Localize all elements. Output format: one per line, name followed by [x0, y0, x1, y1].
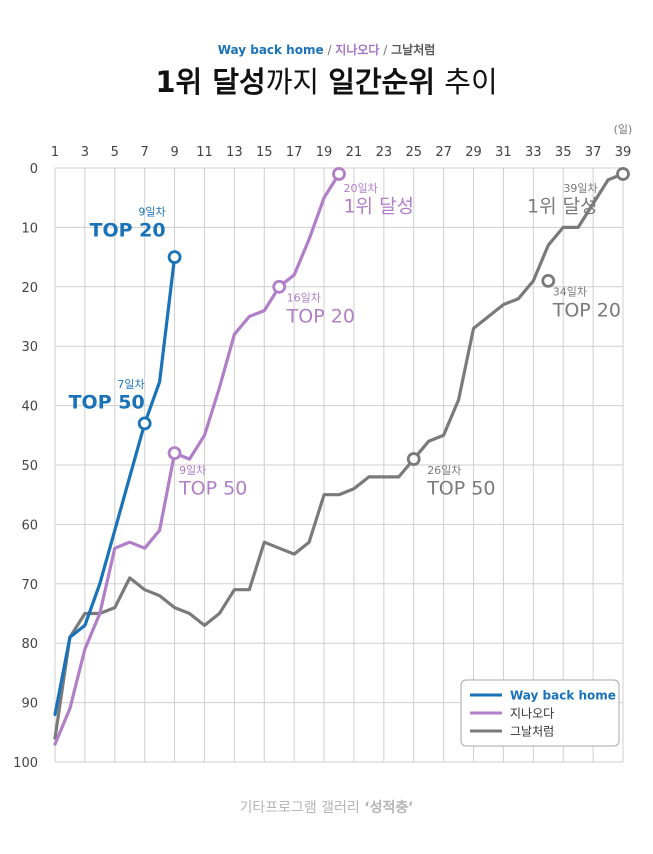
footer-emphasis: ‘성적충’ — [364, 799, 413, 816]
grid — [54, 167, 624, 763]
y-tick-label: 50 — [21, 459, 38, 474]
y-tick-label: 100 — [13, 756, 38, 771]
y-tick-label: 80 — [21, 637, 38, 652]
x-tick-label: 35 — [555, 145, 572, 160]
title-song: Way back home — [218, 43, 324, 57]
y-tick-label: 70 — [21, 578, 38, 593]
x-tick-label: 13 — [226, 145, 243, 160]
x-tick-label: 7 — [141, 145, 149, 160]
x-unit-label: (일) — [614, 122, 633, 136]
x-axis: 1 3 5 7 9 11 13 15 17 19 21 23 25 27 29 31 33 35 37 39(일) — [51, 122, 632, 160]
series-line — [53, 172, 341, 746]
annotation-label: TOP 50 — [69, 392, 145, 414]
title-part: 달성 — [212, 65, 265, 99]
annotation-label: 1위 달성 — [343, 196, 414, 218]
annotation-label: 1위 달성 — [527, 196, 598, 218]
title-part: 순위 — [382, 65, 435, 99]
x-tick-label: 25 — [405, 145, 422, 160]
series-line — [53, 255, 177, 717]
x-tick-label: 31 — [495, 145, 512, 160]
title-part: 까지 — [266, 65, 329, 99]
milestone-marker — [406, 452, 421, 466]
annotation-label: TOP 20 — [552, 300, 621, 322]
milestone-marker — [167, 446, 182, 461]
series-markers — [137, 167, 630, 466]
annotation-day: 20일차 — [343, 181, 377, 195]
y-tick-label: 30 — [21, 340, 38, 355]
annotation-day: 7일차 — [117, 377, 144, 391]
x-tick-label: 15 — [256, 145, 273, 160]
title-part: 일간 — [328, 65, 382, 99]
page-title: 1위 달성까지 일간순위 추이 — [155, 65, 497, 99]
y-tick-label: 10 — [21, 221, 38, 236]
x-tick-label: 21 — [346, 145, 363, 160]
annotation-label: TOP 50 — [178, 478, 247, 500]
title-separator: / — [379, 43, 391, 57]
title-part: 추이 — [435, 65, 498, 99]
y-tick-label: 60 — [21, 518, 38, 533]
x-tick-label: 1 — [51, 145, 59, 160]
legend-label: 지나오다 — [510, 707, 554, 721]
footer-credit: 기타프로그램 갤러리 ‘성적충’ — [239, 799, 413, 816]
annotation-day: 9일차 — [179, 463, 206, 477]
x-tick-label: 3 — [81, 145, 89, 160]
x-tick-label: 39 — [615, 145, 632, 160]
annotation-day: 9일차 — [138, 205, 165, 219]
annotation-label: TOP 20 — [90, 219, 166, 241]
x-tick-label: 9 — [170, 145, 178, 160]
y-axis: 0 10 20 30 40 50 60 70 80 90 100 — [13, 162, 38, 771]
annotation-day: 34일차 — [553, 285, 587, 299]
chart-title: Way back home / 지나오다 / 그날처럼 1위 달성까지 일간순위 … — [155, 42, 497, 99]
milestone-marker — [272, 279, 287, 294]
x-tick-label: 17 — [286, 145, 303, 160]
legend-label: Way back home — [510, 689, 616, 703]
title-song: 지나오다 — [335, 42, 379, 57]
milestone-marker — [541, 273, 556, 288]
title-song: 그날처럼 — [391, 42, 435, 57]
y-tick-label: 0 — [30, 162, 38, 177]
milestone-marker — [137, 416, 152, 431]
x-tick-label: 29 — [465, 145, 482, 160]
x-tick-label: 5 — [111, 145, 119, 160]
annotation-day: 39일차 — [563, 181, 597, 195]
series-line — [53, 172, 625, 740]
y-tick-label: 90 — [21, 697, 38, 712]
x-tick-label: 23 — [376, 145, 393, 160]
x-tick-label: 11 — [196, 145, 213, 160]
y-tick-label: 20 — [21, 281, 38, 296]
milestone-marker — [616, 167, 630, 181]
y-tick-label: 40 — [21, 400, 38, 415]
title-separator: / — [324, 43, 336, 57]
annotation-day: 26일차 — [427, 463, 461, 477]
x-tick-label: 19 — [316, 145, 333, 160]
milestone-marker — [332, 167, 346, 181]
legend-label: 그날처럼 — [510, 725, 554, 739]
annotation-day: 16일차 — [287, 291, 321, 305]
series-lines — [53, 172, 625, 746]
annotation-label: TOP 20 — [286, 305, 355, 327]
x-tick-label: 33 — [525, 145, 542, 160]
milestone-marker — [167, 250, 182, 265]
x-tick-label: 37 — [585, 145, 602, 160]
title-part: 1위 — [155, 65, 212, 99]
x-tick-label: 27 — [435, 145, 452, 160]
footer-text: 기타프로그램 갤러리 — [239, 800, 364, 816]
title-songs: Way back home / 지나오다 / 그날처럼 — [218, 42, 436, 57]
annotation-label: TOP 50 — [426, 478, 495, 500]
